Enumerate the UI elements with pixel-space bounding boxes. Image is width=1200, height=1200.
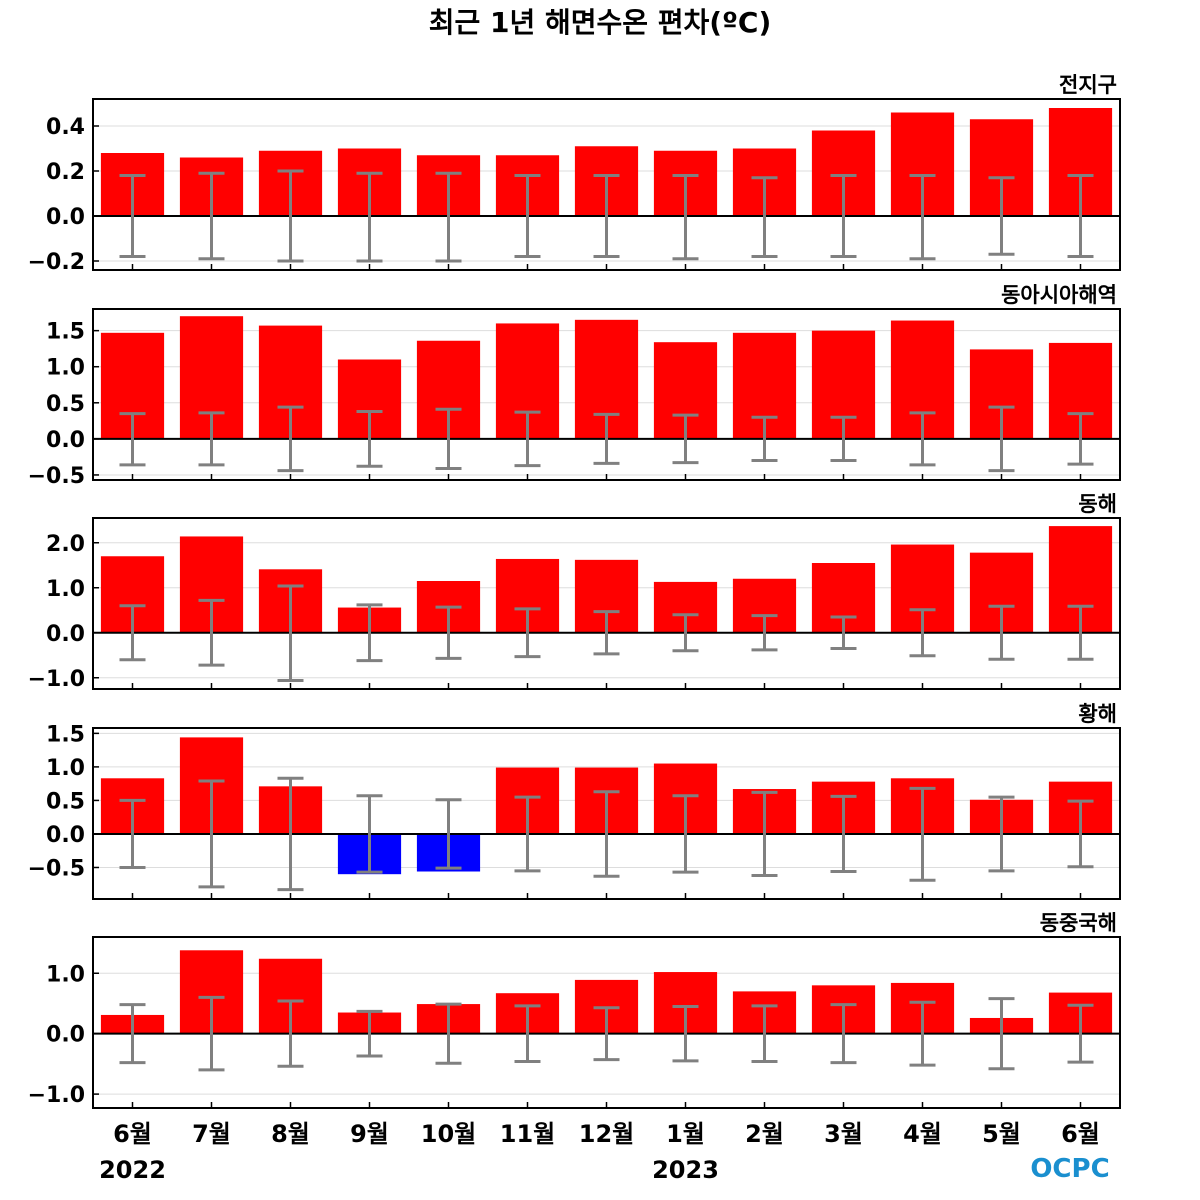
- x-tick-label: 9월: [350, 1120, 389, 1148]
- y-tick-label: 0.4: [46, 115, 85, 140]
- y-tick-label: 1.0: [46, 756, 85, 781]
- y-tick-label: 1.0: [46, 577, 85, 602]
- panel-5: 동중국해 1.0 0.0 −1.0: [28, 911, 1121, 1109]
- y-tick-label: 2.0: [46, 532, 85, 557]
- x-tick-label: 3월: [824, 1120, 863, 1148]
- ocpc-logo: OCPC: [1030, 1154, 1109, 1184]
- x-tick-label: 4월: [903, 1120, 942, 1148]
- ocpc-logo-text: OCPC: [1030, 1154, 1109, 1184]
- y-tick-label: −0.2: [28, 250, 85, 275]
- panel-4: 황해 1.5 1.0 0.5 0.0 −0.5: [28, 702, 1121, 900]
- y-tick-label: 0.5: [46, 392, 85, 417]
- panel-frame: [92, 98, 1121, 271]
- x-tick-label: 5월: [982, 1120, 1021, 1148]
- x-tick-label: 8월: [271, 1120, 310, 1148]
- panel-frame: [92, 727, 1121, 900]
- panel-frame: [92, 517, 1121, 690]
- y-tick-label: −0.5: [28, 856, 85, 881]
- y-tick-label: 1.5: [46, 722, 85, 747]
- panels: 전지구 0.4 0.2 0.0 −0.2 동아시아해역 1.5 1.0 0.5 0.0 −0.5 동해…: [28, 73, 1121, 1109]
- panel-1: 전지구 0.4 0.2 0.0 −0.2: [28, 73, 1121, 275]
- month-axis: 6월 7월 8월 9월 10월 11월 12월 1월 2월 3월 4월 5월 6월 2022 2023: [99, 1120, 1100, 1184]
- x-tick-label: 10월: [421, 1120, 476, 1148]
- y-tick-label: −0.5: [28, 464, 85, 489]
- panel-2: 동아시아해역 1.5 1.0 0.5 0.0 −0.5: [28, 283, 1121, 489]
- figure-title: 최근 1년 해면수온 편차(ºC): [429, 6, 772, 39]
- panel-title: 황해: [1078, 702, 1117, 726]
- panel-title: 동아시아해역: [1001, 283, 1117, 307]
- panel-frame: [92, 308, 1121, 481]
- panel-title: 동중국해: [1040, 911, 1117, 935]
- year-label: 2022: [99, 1156, 166, 1184]
- y-tick-label: 0.5: [46, 789, 85, 814]
- y-tick-label: 1.0: [46, 962, 85, 987]
- y-tick-label: 1.5: [46, 320, 85, 345]
- x-tick-label: 7월: [192, 1120, 231, 1148]
- y-tick-label: −1.0: [28, 1083, 85, 1108]
- x-tick-label: 1월: [666, 1120, 705, 1148]
- x-tick-label: 2월: [745, 1120, 784, 1148]
- panel-title: 전지구: [1059, 73, 1117, 97]
- y-tick-label: 1.0: [46, 356, 85, 381]
- x-tick-label: 6월: [1061, 1120, 1100, 1148]
- y-tick-label: −1.0: [28, 667, 85, 692]
- x-tick-label: 6월: [113, 1120, 152, 1148]
- panel-frame: [92, 936, 1121, 1109]
- year-label: 2023: [652, 1156, 719, 1184]
- y-tick-label: 0.0: [46, 622, 85, 647]
- y-tick-label: 0.2: [46, 160, 85, 185]
- y-tick-label: 0.0: [46, 823, 85, 848]
- panel-title: 동해: [1078, 492, 1117, 516]
- x-tick-label: 12월: [579, 1120, 634, 1148]
- y-tick-label: 0.0: [46, 205, 85, 230]
- panel-3: 동해 2.0 1.0 0.0 −1.0: [28, 492, 1121, 692]
- y-tick-label: 0.0: [46, 428, 85, 453]
- x-tick-label: 11월: [500, 1120, 555, 1148]
- y-tick-label: 0.0: [46, 1023, 85, 1048]
